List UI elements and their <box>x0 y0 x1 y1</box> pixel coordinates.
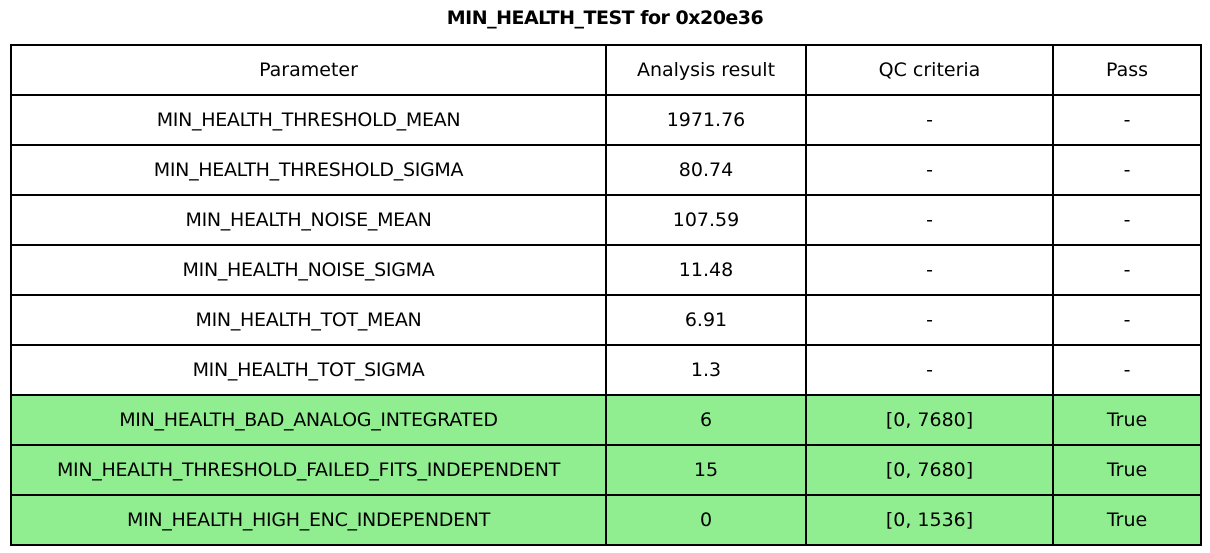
param-cell: MIN_HEALTH_TOT_MEAN <box>10 294 607 346</box>
header-analysis-result: Analysis result <box>605 44 807 96</box>
qc-cell: - <box>805 244 1054 296</box>
qc-cell: - <box>805 194 1054 246</box>
param-cell: MIN_HEALTH_THRESHOLD_FAILED_FITS_INDEPEN… <box>10 444 607 496</box>
result-cell: 0 <box>605 494 807 546</box>
param-cell: MIN_HEALTH_TOT_SIGMA <box>10 344 607 396</box>
table-row: MIN_HEALTH_HIGH_ENC_INDEPENDENT 0 [0, 15… <box>10 494 1202 546</box>
param-cell: MIN_HEALTH_HIGH_ENC_INDEPENDENT <box>10 494 607 546</box>
qc-cell: [0, 7680] <box>805 444 1054 496</box>
pass-cell: - <box>1052 344 1202 396</box>
table-row: MIN_HEALTH_NOISE_SIGMA 11.48 - - <box>10 244 1202 296</box>
table-row: MIN_HEALTH_TOT_MEAN 6.91 - - <box>10 294 1202 346</box>
pass-cell: - <box>1052 194 1202 246</box>
pass-cell: True <box>1052 394 1202 446</box>
result-cell: 15 <box>605 444 807 496</box>
figure-title: MIN_HEALTH_TEST for 0x20e36 <box>446 7 764 29</box>
param-cell: MIN_HEALTH_THRESHOLD_SIGMA <box>10 144 607 196</box>
table-row: MIN_HEALTH_THRESHOLD_MEAN 1971.76 - - <box>10 94 1202 146</box>
pass-cell: - <box>1052 144 1202 196</box>
result-cell: 1971.76 <box>605 94 807 146</box>
table-row: MIN_HEALTH_THRESHOLD_SIGMA 80.74 - - <box>10 144 1202 196</box>
pass-cell: - <box>1052 244 1202 296</box>
result-cell: 6.91 <box>605 294 807 346</box>
param-cell: MIN_HEALTH_NOISE_MEAN <box>10 194 607 246</box>
qc-cell: - <box>805 144 1054 196</box>
qc-cell: - <box>805 344 1054 396</box>
result-cell: 107.59 <box>605 194 807 246</box>
pass-cell: True <box>1052 444 1202 496</box>
result-cell: 6 <box>605 394 807 446</box>
param-cell: MIN_HEALTH_BAD_ANALOG_INTEGRATED <box>10 394 607 446</box>
result-cell: 80.74 <box>605 144 807 196</box>
qc-cell: [0, 7680] <box>805 394 1054 446</box>
pass-cell: - <box>1052 294 1202 346</box>
qc-table: Parameter Analysis result QC criteria Pa… <box>10 44 1202 546</box>
param-cell: MIN_HEALTH_NOISE_SIGMA <box>10 244 607 296</box>
result-cell: 1.3 <box>605 344 807 396</box>
pass-cell: True <box>1052 494 1202 546</box>
qc-cell: - <box>805 294 1054 346</box>
header-qc-criteria: QC criteria <box>805 44 1054 96</box>
header-row: Parameter Analysis result QC criteria Pa… <box>10 44 1202 96</box>
table-row: MIN_HEALTH_TOT_SIGMA 1.3 - - <box>10 344 1202 396</box>
table-row: MIN_HEALTH_THRESHOLD_FAILED_FITS_INDEPEN… <box>10 444 1202 496</box>
qc-cell: - <box>805 94 1054 146</box>
pass-cell: - <box>1052 94 1202 146</box>
table-row: MIN_HEALTH_NOISE_MEAN 107.59 - - <box>10 194 1202 246</box>
qc-cell: [0, 1536] <box>805 494 1054 546</box>
param-cell: MIN_HEALTH_THRESHOLD_MEAN <box>10 94 607 146</box>
table-row: MIN_HEALTH_BAD_ANALOG_INTEGRATED 6 [0, 7… <box>10 394 1202 446</box>
header-parameter: Parameter <box>10 44 607 96</box>
result-cell: 11.48 <box>605 244 807 296</box>
header-pass: Pass <box>1052 44 1202 96</box>
